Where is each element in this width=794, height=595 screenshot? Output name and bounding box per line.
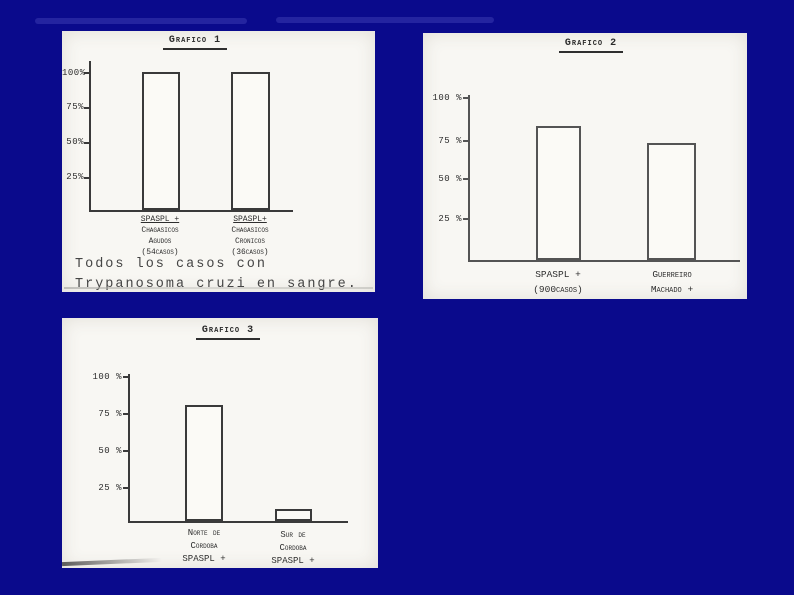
bar-label: SPASPL + Chagasicos Agudos (54casos): [140, 215, 180, 257]
chart-panel-grafico-3: Grafico 3 100 % 75 % 50 % 25 % Norte de …: [61, 318, 378, 568]
y-tick-label: 100 %: [432, 93, 462, 103]
bar-chagasicos-agudos: [142, 72, 180, 210]
bar-label: Sur de Cordoba SPASPL +: [271, 530, 315, 566]
chart-title: Grafico 2: [531, 38, 651, 53]
y-tick-label: 25 %: [98, 483, 122, 493]
y-tick-mark: [84, 177, 90, 179]
y-axis: [89, 61, 91, 212]
bar-norte-de-cordoba: [185, 405, 223, 521]
plot-area: [468, 97, 740, 260]
y-tick-mark: [463, 97, 470, 99]
chart-title: Grafico 3: [168, 325, 288, 340]
y-tick-mark: [123, 450, 130, 452]
y-tick-mark: [463, 140, 470, 142]
y-tick-mark: [463, 178, 470, 180]
y-tick-label: 100%: [62, 68, 86, 78]
y-tick-label: 75 %: [438, 136, 462, 146]
chart-title: Grafico 1: [135, 35, 255, 50]
chart-title-text: Grafico 3: [195, 325, 261, 340]
bar-guerreiro-machado: [647, 142, 696, 260]
y-tick-mark: [84, 142, 90, 144]
y-tick-label: 50 %: [98, 446, 122, 456]
bar-chagasicos-cronicos: [231, 72, 270, 210]
bar-sur-de-cordoba: [275, 509, 312, 521]
y-tick-label: 75%: [66, 102, 84, 112]
y-tick-label: 50 %: [438, 174, 462, 184]
x-axis: [128, 521, 348, 523]
y-tick-label: 50%: [66, 137, 84, 147]
plot-area: [89, 72, 293, 210]
y-tick-label: 25 %: [438, 214, 462, 224]
bar-spaspl-900-casos: [536, 126, 581, 260]
y-tick-mark: [84, 72, 90, 74]
bar-label: Guerreiro Machado +: [650, 269, 694, 295]
scan-line: [64, 287, 373, 289]
scan-streak: [276, 17, 494, 23]
plot-area: [128, 376, 348, 521]
chart-caption: Todos los casos con Trypanosoma cruzi en…: [75, 257, 358, 292]
x-axis: [468, 260, 740, 262]
y-tick-label: 25%: [66, 172, 84, 182]
scan-smudge: [61, 557, 163, 567]
chart-panel-grafico-2: Grafico 2 100 % 75 % 50 % 25 % SPASPL + …: [423, 33, 747, 299]
y-tick-mark: [123, 376, 130, 378]
y-tick-label: 75 %: [98, 409, 122, 419]
scan-streak: [35, 18, 247, 24]
y-tick-mark: [84, 107, 90, 109]
y-tick-mark: [123, 413, 130, 415]
x-axis: [89, 210, 293, 212]
y-tick-mark: [463, 218, 470, 220]
bar-label: Norte de Cordoba SPASPL +: [182, 528, 226, 564]
chart-title-text: Grafico 1: [162, 35, 228, 50]
bar-label: SPASPL + (900casos): [533, 269, 583, 295]
y-axis: [128, 374, 130, 522]
chart-title-text: Grafico 2: [558, 38, 624, 53]
bar-label: SPASPL+ Chagasicos Cronicos (36casos): [231, 215, 269, 257]
y-tick-label: 100 %: [92, 372, 122, 382]
chart-panel-grafico-1: Grafico 1 100% 75% 50% 25% SPASPL + Chag…: [62, 31, 375, 292]
y-tick-mark: [123, 487, 130, 489]
